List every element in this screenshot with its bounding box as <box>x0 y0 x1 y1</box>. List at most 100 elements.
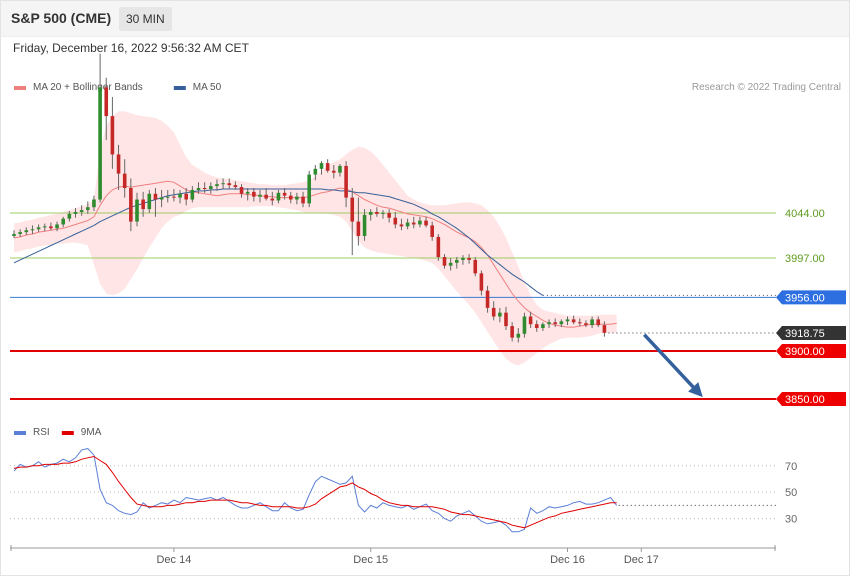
candle-body <box>184 193 188 200</box>
date-line: Friday, December 16, 2022 9:56:32 AM CET <box>13 41 249 55</box>
rsi-tick-label-0: 70 <box>785 461 797 473</box>
chart-header: S&P 500 (CME) 30 MIN <box>0 0 849 37</box>
candle-body <box>362 214 367 236</box>
price-legend-swatch-1 <box>173 86 186 90</box>
resistance-label-1: 3997.00 <box>785 253 825 265</box>
candle-body <box>252 191 256 197</box>
candle-body <box>473 259 478 274</box>
candle-body <box>295 196 299 200</box>
price-tag-4 <box>776 344 846 359</box>
candle-body <box>559 321 564 325</box>
candle-body <box>565 319 570 322</box>
candle-body <box>215 184 219 187</box>
candle-body <box>55 224 59 229</box>
candle-body <box>30 229 35 231</box>
candle-body <box>36 227 41 230</box>
candle-body <box>135 199 139 222</box>
candle-body <box>350 197 355 222</box>
candle-body <box>332 170 336 173</box>
candle-body <box>541 324 545 329</box>
candle-body <box>264 194 268 199</box>
candle-body <box>411 222 416 225</box>
candle-body <box>571 319 576 323</box>
candle-body <box>516 333 521 338</box>
candle-body <box>491 307 496 317</box>
candle-body <box>375 211 379 214</box>
candle-body <box>24 230 29 233</box>
price-legend-swatch-0 <box>14 86 26 90</box>
rsi-line <box>13 448 618 533</box>
candle-body <box>498 312 502 317</box>
ma20-line <box>13 180 617 328</box>
candle-body <box>405 222 410 227</box>
candle-body <box>442 257 447 266</box>
price-tag-label-5: 3850.00 <box>785 394 825 406</box>
candle-body <box>18 232 22 235</box>
copyright-text: Research © 2022 Trading Central <box>692 82 841 93</box>
candle-body <box>42 226 47 228</box>
price-tag-5 <box>776 391 846 406</box>
price-tag-2 <box>776 290 846 305</box>
candle-body <box>485 290 490 308</box>
candle-body <box>344 165 348 198</box>
rsi-legend-swatch-1 <box>61 431 74 435</box>
candle-body <box>455 259 459 263</box>
timeframe-button[interactable]: 30 MIN <box>119 7 172 31</box>
candle-body <box>79 210 84 212</box>
candle-body <box>288 195 293 200</box>
candle-body <box>510 326 514 338</box>
candle-body <box>448 262 453 266</box>
candle-body <box>547 322 551 325</box>
candle-body <box>129 188 133 222</box>
candle-body <box>178 193 182 198</box>
candle-body <box>221 183 225 185</box>
candle-body <box>393 217 398 225</box>
candle-body <box>233 185 238 188</box>
candle-body <box>301 196 305 204</box>
x-tick-label-0: Dec 14 <box>156 554 191 566</box>
candle-body <box>122 173 127 189</box>
rsi-legend-label-1: 9MA <box>81 427 102 438</box>
candle-body <box>479 273 484 291</box>
price-tag-label-2: 3956.00 <box>785 292 825 304</box>
rsi-tick-label-1: 50 <box>785 487 797 499</box>
candle-body <box>165 196 170 198</box>
price-tag-3 <box>776 326 846 341</box>
candle-body <box>104 87 109 117</box>
candle-body <box>534 324 539 329</box>
x-tick-label-1: Dec 15 <box>353 554 388 566</box>
candle-body <box>86 207 90 211</box>
candle-body <box>399 224 404 227</box>
candle-body <box>424 220 428 226</box>
price-tag-label-4: 3900.00 <box>785 346 825 358</box>
candle-body <box>153 193 158 200</box>
price-legend-label-0: MA 20 + Bollinger Bands <box>33 82 143 93</box>
candle-body <box>116 154 121 174</box>
candle-body <box>319 163 324 169</box>
candle-body <box>553 322 557 325</box>
candle-body <box>578 322 582 324</box>
candle-body <box>528 316 533 325</box>
candle-body <box>461 258 465 260</box>
instrument-title: S&P 500 (CME) <box>11 10 112 26</box>
candle-body <box>590 319 594 326</box>
candle-body <box>368 211 373 215</box>
price-legend-label-1: MA 50 <box>193 82 222 93</box>
candle-body <box>307 174 311 204</box>
candle-body <box>209 186 213 189</box>
candle-body <box>49 226 53 229</box>
candle-body <box>159 197 164 200</box>
candle-body <box>202 188 207 190</box>
candle-body <box>196 188 201 190</box>
candle-body <box>338 165 342 173</box>
candle-body <box>110 116 115 155</box>
bollinger-band-area <box>14 111 617 366</box>
resistance-label-0: 4044.00 <box>785 208 825 220</box>
candle-body <box>602 325 607 333</box>
candle-body <box>92 199 96 208</box>
forecast-arrow-head <box>688 382 703 398</box>
rsi-tick-label-2: 30 <box>785 514 797 526</box>
candle-body <box>387 212 391 218</box>
